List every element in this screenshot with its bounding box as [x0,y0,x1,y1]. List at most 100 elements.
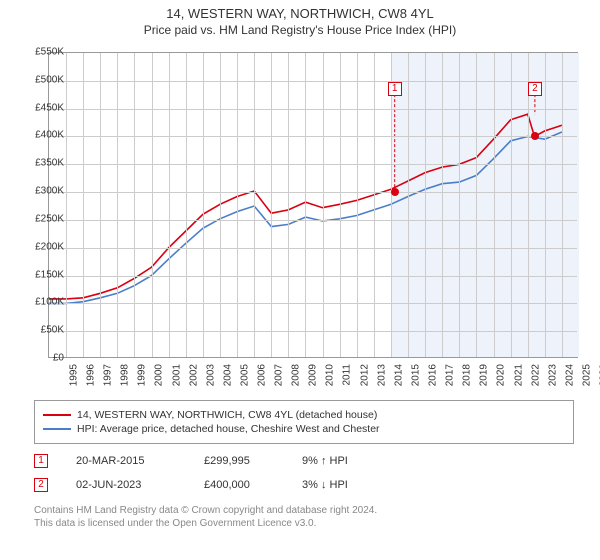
title-sub: Price paid vs. HM Land Registry's House … [0,23,600,37]
grid-h [49,192,577,193]
marker-box: 2 [528,82,542,96]
xtick-label: 2015 [410,364,421,386]
grid-v [442,53,443,357]
xtick-label: 2016 [427,364,438,386]
xtick-label: 2011 [341,364,352,386]
sale-date: 20-MAR-2015 [76,455,176,467]
xtick-label: 2010 [325,364,336,386]
ytick-label: £500K [35,74,64,85]
legend-row: 14, WESTERN WAY, NORTHWICH, CW8 4YL (det… [43,409,565,421]
grid-v [288,53,289,357]
xtick-label: 2012 [359,364,370,386]
sale-marker-box: 2 [34,478,48,492]
grid-v [323,53,324,357]
marker-box: 1 [388,82,402,96]
xtick-label: 2005 [239,364,250,386]
ytick-label: £100K [35,297,64,308]
xtick-label: 2014 [393,364,404,386]
xtick-label: 2000 [154,364,165,386]
grid-v [237,53,238,357]
ytick-label: £0 [53,353,64,364]
grid-v [100,53,101,357]
grid-v [476,53,477,357]
xtick-label: 2024 [564,364,575,386]
grid-h [49,109,577,110]
title-address: 14, WESTERN WAY, NORTHWICH, CW8 4YL [0,6,600,21]
xtick-label: 2008 [291,364,302,386]
plot-area: 12 [48,52,578,358]
grid-v [186,53,187,357]
grid-h [49,303,577,304]
grid-v [511,53,512,357]
grid-h [49,276,577,277]
xtick-label: 2009 [308,364,319,386]
grid-h [49,248,577,249]
legend-label: HPI: Average price, detached house, Ches… [77,423,380,435]
ytick-label: £300K [35,186,64,197]
chart-titles: 14, WESTERN WAY, NORTHWICH, CW8 4YL Pric… [0,0,600,37]
grid-v [562,53,563,357]
footer-line2: This data is licensed under the Open Gov… [34,517,574,530]
xtick-label: 1996 [85,364,96,386]
grid-v [459,53,460,357]
grid-h [49,220,577,221]
grid-v [254,53,255,357]
xtick-label: 2020 [496,364,507,386]
xtick-label: 2006 [256,364,267,386]
sale-marker-box: 1 [34,454,48,468]
sale-dot [531,132,539,140]
grid-v [545,53,546,357]
sale-date: 02-JUN-2023 [76,479,176,491]
chart-lines-svg [49,53,577,357]
xtick-label: 2022 [530,364,541,386]
grid-v [528,53,529,357]
xtick-label: 2013 [376,364,387,386]
grid-h [49,136,577,137]
xtick-label: 1995 [68,364,79,386]
xtick-label: 2002 [188,364,199,386]
sale-dot [391,188,399,196]
xtick-label: 1999 [137,364,148,386]
xtick-label: 1998 [120,364,131,386]
grid-v [169,53,170,357]
grid-v [83,53,84,357]
legend-row: HPI: Average price, detached house, Ches… [43,423,565,435]
legend-swatch [43,428,71,430]
grid-v [117,53,118,357]
grid-h [49,81,577,82]
grid-v [357,53,358,357]
xtick-label: 2023 [547,364,558,386]
xtick-label: 1997 [102,364,113,386]
xtick-label: 2021 [513,364,524,386]
grid-v [220,53,221,357]
legend-box: 14, WESTERN WAY, NORTHWICH, CW8 4YL (det… [34,400,574,444]
grid-v [203,53,204,357]
ytick-label: £400K [35,130,64,141]
grid-h [49,331,577,332]
ytick-label: £200K [35,241,64,252]
below-chart: 14, WESTERN WAY, NORTHWICH, CW8 4YL (det… [34,400,574,530]
ytick-label: £350K [35,158,64,169]
sale-row: 202-JUN-2023£400,0003% ↓ HPI [34,478,574,492]
xtick-label: 2017 [444,364,455,386]
grid-v [408,53,409,357]
ytick-label: £450K [35,102,64,113]
sale-diff: 9% ↑ HPI [302,455,392,467]
grid-v [425,53,426,357]
xtick-label: 2004 [222,364,233,386]
grid-v [391,53,392,357]
legend-label: 14, WESTERN WAY, NORTHWICH, CW8 4YL (det… [77,409,377,421]
sale-diff: 3% ↓ HPI [302,479,392,491]
chart-container: 14, WESTERN WAY, NORTHWICH, CW8 4YL Pric… [0,0,600,560]
xtick-label: 2007 [273,364,284,386]
legend-swatch [43,414,71,416]
grid-v [340,53,341,357]
ytick-label: £50K [41,325,64,336]
xtick-label: 2018 [461,364,472,386]
xtick-label: 2003 [205,364,216,386]
sale-row: 1 20-MAR-2015 £299,995 9% ↑ HPI [34,454,574,468]
grid-v [374,53,375,357]
ytick-label: £550K [35,47,64,58]
sale-price: £299,995 [204,455,274,467]
grid-v [134,53,135,357]
